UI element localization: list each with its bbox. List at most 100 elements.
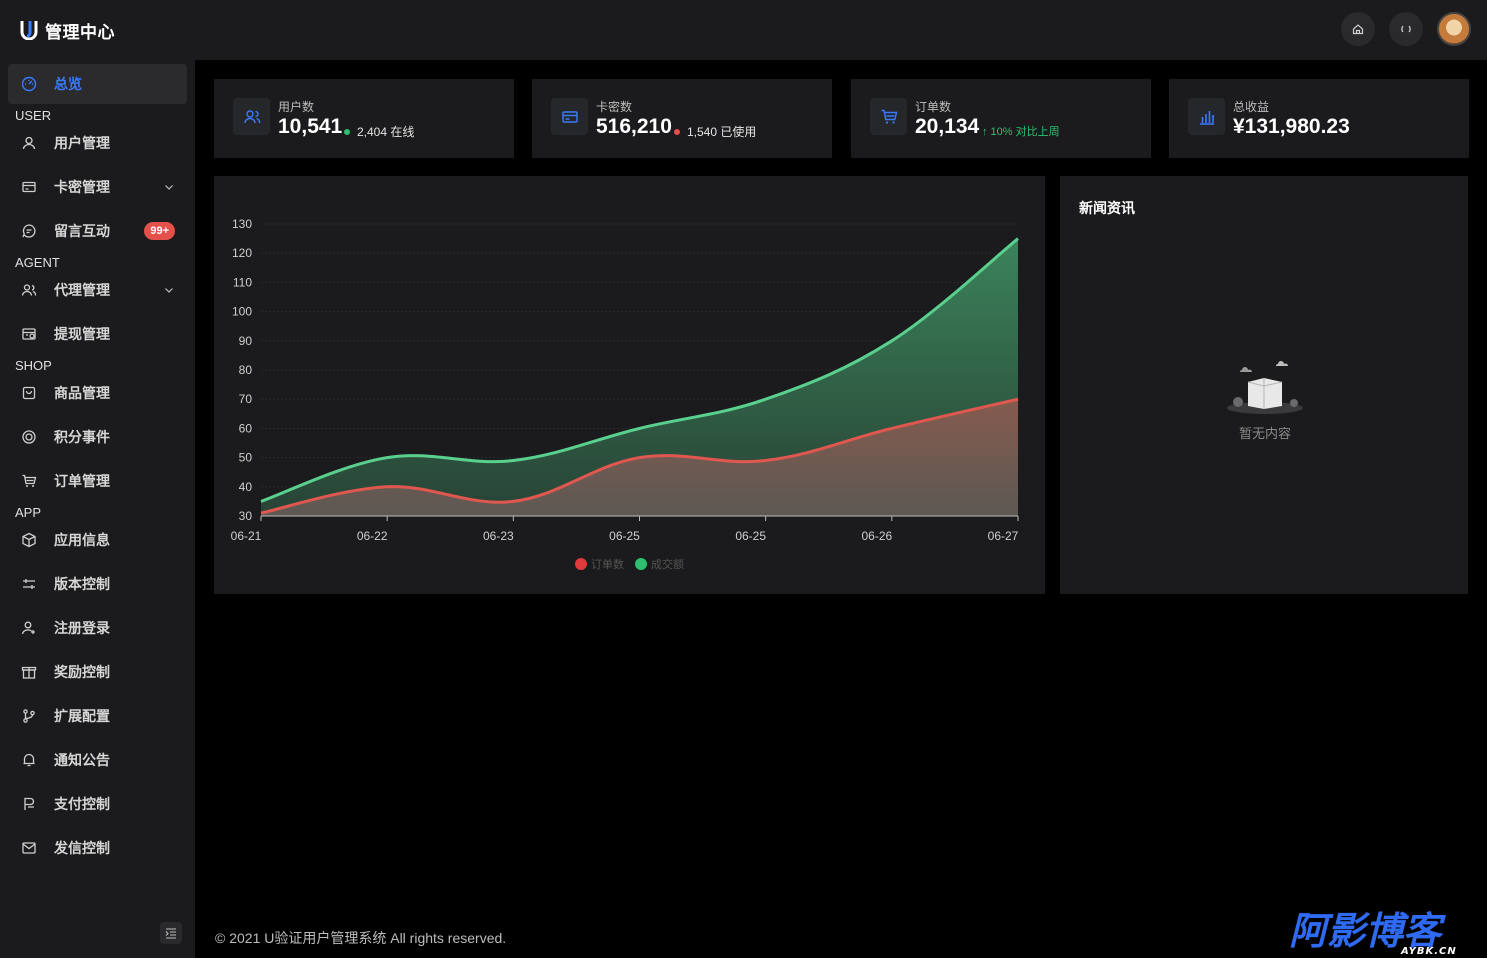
- cube-icon: [20, 531, 38, 549]
- stat-label: 总收益: [1233, 100, 1270, 114]
- area-chart: 30 40 50 60 70 80 90 100 110 120 130 06-21 06-22 06-2…: [231, 217, 1019, 571]
- y-tick-label: 60: [239, 421, 253, 435]
- unread-badge: 99+: [144, 222, 175, 240]
- bar-chart-icon: [1188, 98, 1225, 135]
- cart-icon: [20, 472, 38, 490]
- sidebar-item-label: 应用信息: [54, 532, 110, 548]
- sidebar-item-agents[interactable]: 代理管理: [8, 270, 187, 310]
- sidebar-item-notices[interactable]: 通知公告: [8, 740, 187, 780]
- sidebar-item-label: 用户管理: [54, 135, 110, 151]
- brand[interactable]: 管理中心: [0, 0, 115, 60]
- y-tick-label: 50: [239, 451, 253, 465]
- sidebar-item-points[interactable]: 积分事件: [8, 417, 187, 457]
- stat-sub: 2,404 在线: [344, 123, 414, 140]
- legend-dot: [575, 558, 587, 570]
- sidebar-item-overview[interactable]: 总览: [8, 64, 187, 104]
- sidebar-item-users[interactable]: 用户管理: [8, 123, 187, 163]
- x-tick-label: 06-22: [357, 529, 388, 543]
- stat-sub-text: ↑ 10% 对比上周: [982, 126, 1060, 138]
- x-tick-label: 06-21: [231, 529, 262, 543]
- sidebar-item-cards[interactable]: 卡密管理: [8, 167, 187, 207]
- x-tick-label: 06-25: [735, 529, 766, 543]
- chevron-down-icon: [165, 288, 173, 293]
- sidebar-item-label: 订单管理: [54, 473, 110, 489]
- u-logo-icon: [20, 21, 38, 40]
- withdraw-icon: [20, 325, 38, 343]
- sidebar-item-app-info[interactable]: 应用信息: [8, 520, 187, 560]
- refresh-button[interactable]: [1389, 12, 1423, 46]
- trend-chart-card: 30 40 50 60 70 80 90 100 110 120 130 06-21 06-22 06-2…: [214, 176, 1045, 594]
- series-line-orders: [260, 397, 1019, 515]
- y-tick-label: 90: [239, 334, 253, 348]
- sidebar-item-label: 提现管理: [54, 326, 110, 342]
- home-button[interactable]: [1341, 12, 1375, 46]
- legend-label: 成交额: [651, 557, 684, 571]
- sidebar-item-label: 扩展配置: [54, 708, 110, 724]
- used-dot: [674, 128, 680, 135]
- stat-sub-text: 2,404 在线: [357, 125, 415, 139]
- refresh-icon: [1401, 25, 1411, 33]
- y-tick-label: 120: [232, 246, 252, 260]
- shopping-bag-icon: [20, 384, 38, 402]
- top-actions: [1341, 12, 1471, 46]
- online-dot: [344, 128, 350, 135]
- branch-icon: [20, 707, 38, 725]
- app-title: 管理中心: [45, 22, 115, 42]
- empty-box-icon: [1227, 361, 1303, 414]
- bell-icon: [20, 751, 38, 769]
- card-icon: [551, 98, 588, 135]
- sidebar-item-register-login[interactable]: 注册登录: [8, 608, 187, 648]
- sidebar-item-label: 留言互动: [54, 223, 110, 239]
- sidebar-item-versions[interactable]: 版本控制: [8, 564, 187, 604]
- x-tick-label: 06-27: [988, 529, 1019, 543]
- user-avatar[interactable]: [1437, 12, 1471, 46]
- y-tick-label: 30: [239, 509, 253, 523]
- chat-icon: [20, 222, 38, 240]
- dashboard-icon: [20, 75, 38, 93]
- points-icon: [20, 428, 38, 446]
- payment-icon: [20, 795, 38, 813]
- card-icon: [20, 178, 38, 196]
- sidebar-item-orders[interactable]: 订单管理: [8, 461, 187, 501]
- gift-icon: [20, 663, 38, 681]
- users-icon: [233, 98, 270, 135]
- sidebar-item-label: 通知公告: [54, 752, 110, 768]
- sidebar-item-payments[interactable]: 支付控制: [8, 784, 187, 824]
- empty-state: 暂无内容: [1220, 356, 1310, 442]
- sidebar-item-products[interactable]: 商品管理: [8, 373, 187, 413]
- sidebar-item-label: 积分事件: [54, 429, 110, 445]
- stat-sub: 1,540 已使用: [674, 123, 756, 140]
- legend-dot: [635, 558, 647, 570]
- sidebar-item-rewards[interactable]: 奖励控制: [8, 652, 187, 692]
- sidebar-item-label: 总览: [54, 76, 82, 92]
- group-title-app: APP: [15, 505, 42, 520]
- group-title-user: USER: [15, 108, 52, 123]
- sidebar-item-messages[interactable]: 留言互动 99+: [8, 211, 187, 251]
- collapse-sidebar-button[interactable]: [160, 922, 182, 944]
- stat-label: 用户数: [278, 100, 315, 114]
- team-icon: [20, 281, 38, 299]
- stat-value: ¥131,980.23: [1233, 115, 1350, 138]
- sidebar-item-label: 代理管理: [54, 282, 110, 298]
- sidebar-item-label: 注册登录: [54, 620, 110, 636]
- mail-icon: [20, 839, 38, 857]
- watermark-sub: AYBK.CN: [1400, 946, 1457, 956]
- sidebar-item-withdraw[interactable]: 提现管理: [8, 314, 187, 354]
- cart-icon: [870, 98, 907, 135]
- news-title: 新闻资讯: [1079, 200, 1135, 216]
- stat-value: 10,541: [278, 115, 343, 138]
- x-tick-label: 06-25: [609, 529, 640, 543]
- sidebar-item-label: 版本控制: [54, 576, 110, 592]
- home-icon: [1352, 24, 1364, 35]
- sidebar-item-mail[interactable]: 发信控制: [8, 828, 187, 868]
- stat-value: 20,134: [915, 115, 980, 138]
- sidebar-item-extensions[interactable]: 扩展配置: [8, 696, 187, 736]
- user-icon: [20, 134, 38, 152]
- stat-card-users: 用户数 10,541 2,404 在线: [214, 79, 514, 158]
- sidebar-item-label: 商品管理: [54, 385, 110, 401]
- user-add-icon: [20, 619, 38, 637]
- stat-card-orders: 订单数 20,134 ↑ 10% 对比上周: [851, 79, 1151, 158]
- y-tick-label: 130: [232, 217, 252, 231]
- footer-copyright: © 2021 U验证用户管理系统 All rights reserved.: [215, 930, 507, 946]
- stat-label: 卡密数: [596, 100, 633, 114]
